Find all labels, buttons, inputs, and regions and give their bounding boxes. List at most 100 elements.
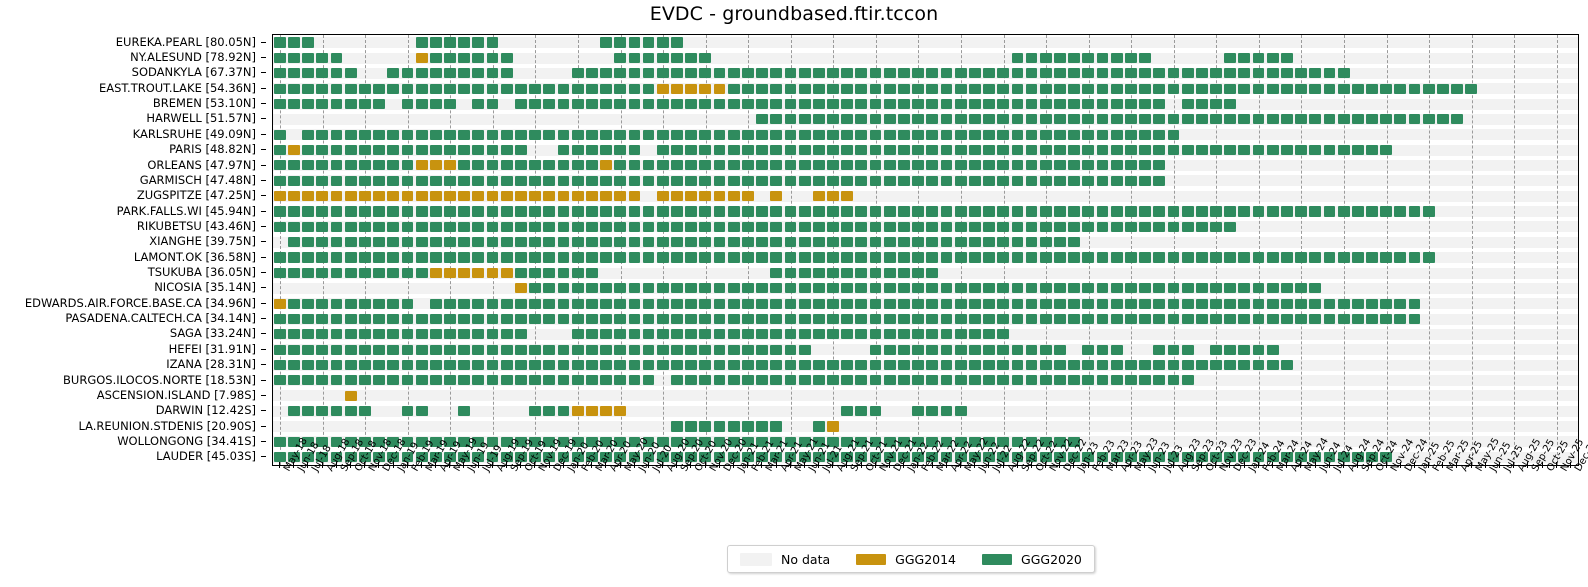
heatmap-cell [415, 221, 428, 232]
heatmap-cell [401, 406, 414, 417]
heatmap-cell [1082, 160, 1095, 171]
heatmap-cell [954, 160, 967, 171]
x-axis-tick [1555, 462, 1557, 468]
heatmap-cell [727, 359, 740, 371]
heatmap-cell [954, 452, 967, 463]
heatmap-cell [656, 452, 669, 463]
x-axis-tick [1428, 462, 1430, 468]
heatmap-cell [827, 237, 839, 248]
heatmap-cell [1238, 114, 1251, 125]
heatmap-cell [429, 298, 442, 309]
heatmap-cell [500, 344, 513, 355]
heatmap-cell [827, 68, 839, 79]
heatmap-cell [1096, 160, 1109, 171]
heatmap-cell [515, 237, 527, 248]
heatmap-cell [827, 114, 839, 125]
heatmap-cell [940, 359, 953, 371]
heatmap-cell [685, 252, 698, 263]
heatmap-cell [784, 252, 797, 263]
heatmap-cell [330, 221, 343, 232]
heatmap-cell [1110, 344, 1123, 355]
gridline [1173, 35, 1175, 465]
heatmap-cell [1054, 221, 1066, 232]
heatmap-cell [883, 129, 896, 140]
heatmap-cell [1124, 98, 1137, 109]
heatmap-cell [798, 436, 811, 447]
heatmap-cell [600, 83, 612, 94]
heatmap-cell [500, 129, 513, 140]
gridline [1216, 35, 1218, 465]
heatmap-cell [359, 206, 371, 217]
heatmap-cell [330, 359, 343, 371]
heatmap-cell [1224, 252, 1237, 263]
heatmap-cell [968, 283, 981, 294]
heatmap-cell [940, 344, 953, 355]
heatmap-cell [444, 436, 456, 447]
y-axis-tick [261, 103, 266, 105]
gridline [875, 35, 877, 465]
heatmap-cell [656, 129, 669, 140]
heatmap-cell [912, 298, 924, 309]
heatmap-cell [1394, 114, 1407, 125]
heatmap-cell [316, 329, 329, 340]
heatmap-cell [1323, 114, 1336, 125]
y-axis-tick [261, 318, 266, 320]
heatmap-cell [543, 452, 556, 463]
heatmap-cell [1238, 206, 1251, 217]
heatmap-cell [1068, 436, 1081, 447]
heatmap-cell [1252, 283, 1265, 294]
heatmap-cell [401, 344, 414, 355]
heatmap-cell [997, 160, 1010, 171]
heatmap-cell [1082, 206, 1095, 217]
heatmap-cell [472, 375, 485, 386]
heatmap-cell [699, 191, 712, 202]
heatmap-cell [827, 160, 839, 171]
heatmap-cell [983, 206, 995, 217]
legend-item-ggg2014[interactable]: GGG2014 [856, 552, 956, 567]
heatmap-cell [1110, 375, 1123, 386]
heatmap-cell [926, 175, 939, 186]
heatmap-cell [954, 206, 967, 217]
row-background [273, 298, 1578, 310]
heatmap-cell [1238, 252, 1251, 263]
heatmap-cell [1337, 452, 1350, 463]
heatmap-cell [500, 206, 513, 217]
x-axis-tick [1229, 462, 1231, 468]
heatmap-cell [798, 206, 811, 217]
heatmap-cell [415, 252, 428, 263]
heatmap-cell [444, 221, 456, 232]
heatmap-cell [429, 267, 442, 278]
heatmap-cell [798, 283, 811, 294]
heatmap-cell [784, 175, 797, 186]
heatmap-cell [926, 313, 939, 324]
heatmap-cell [1153, 298, 1166, 309]
legend-item-no_data[interactable]: No data [740, 552, 830, 567]
row-background [273, 282, 1578, 294]
heatmap-cell [685, 175, 698, 186]
heatmap-cell [1195, 221, 1208, 232]
heatmap-cell [302, 237, 315, 248]
heatmap-cell [983, 436, 995, 447]
heatmap-cell [1224, 83, 1237, 94]
heatmap-cell [571, 191, 584, 202]
heatmap-cell [968, 175, 981, 186]
heatmap-cell [1054, 283, 1066, 294]
heatmap-cell [415, 68, 428, 79]
heatmap-cell [855, 283, 868, 294]
heatmap-cell [444, 298, 456, 309]
heatmap-cell [699, 359, 712, 371]
heatmap-cell [940, 313, 953, 324]
heatmap-cell [316, 83, 329, 94]
heatmap-cell [812, 237, 825, 248]
legend-item-ggg2020[interactable]: GGG2020 [982, 552, 1082, 567]
heatmap-cell [458, 144, 471, 156]
heatmap-cell [983, 129, 995, 140]
heatmap-cell [373, 160, 385, 171]
heatmap-cell [770, 83, 783, 94]
heatmap-cell [1039, 144, 1052, 156]
heatmap-cell [344, 129, 357, 140]
heatmap-cell [557, 129, 570, 140]
heatmap-cell [571, 206, 584, 217]
heatmap-cell [727, 129, 740, 140]
heatmap-cell [671, 252, 683, 263]
